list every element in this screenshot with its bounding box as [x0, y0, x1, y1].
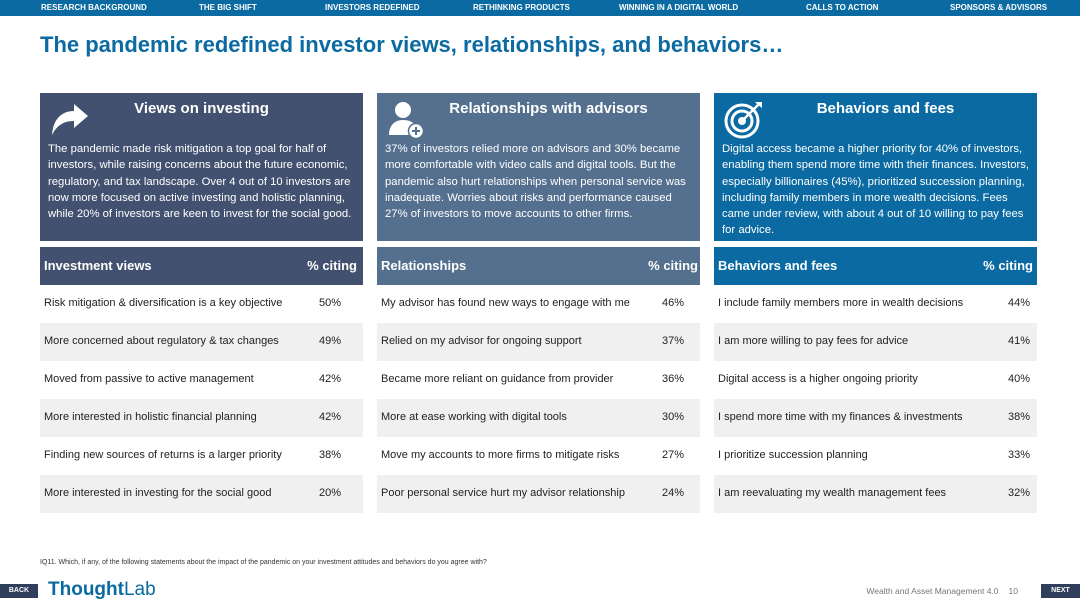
nav-research-background[interactable]: RESEARCH BACKGROUND: [41, 3, 147, 12]
card-behaviors-and-fees: Behaviors and fees Digital access became…: [714, 93, 1037, 241]
card-title: Views on investing: [134, 100, 269, 117]
card-relationships-with-advisors: Relationships with advisors 37% of inves…: [377, 93, 700, 241]
nav-winning-digital[interactable]: WINNING IN A DIGITAL WORLD: [619, 3, 739, 12]
table-row: I am more willing to pay fees for advice…: [714, 323, 1037, 361]
table-row: More concerned about regulatory & tax ch…: [40, 323, 363, 361]
table-row: Digital access is a higher ongoing prior…: [714, 361, 1037, 399]
investment-views-table: Investment views % citing Risk mitigatio…: [40, 247, 363, 513]
row-value: 30%: [662, 411, 685, 423]
table-row: Finding new sources of returns is a larg…: [40, 437, 363, 475]
row-value: 38%: [1008, 411, 1031, 423]
nav-investors-redefined[interactable]: INVESTORS REDEFINED: [325, 3, 420, 12]
table-row: More at ease working with digital tools 3…: [377, 399, 700, 437]
back-button[interactable]: BACK: [0, 584, 38, 598]
row-value: 50%: [319, 297, 342, 309]
row-label: I prioritize succession planning: [718, 449, 868, 461]
table-row: My advisor has found new ways to engage …: [377, 285, 700, 323]
card-views-on-investing: Views on investing The pandemic made ris…: [40, 93, 363, 241]
nav-rethinking-products[interactable]: RETHINKING PRODUCTS: [473, 3, 570, 12]
row-value: 38%: [319, 449, 342, 461]
footer-report-info: Wealth and Asset Management 4.0 10: [866, 586, 1018, 596]
column-header-label: Relationships: [381, 258, 467, 273]
row-label: Poor personal service hurt my advisor re…: [381, 487, 625, 499]
table-header: Behaviors and fees % citing: [714, 247, 1037, 285]
row-label: Relied on my advisor for ongoing support: [381, 335, 582, 347]
card-title: Relationships with advisors: [449, 100, 648, 117]
row-label: My advisor has found new ways to engage …: [381, 297, 630, 309]
row-value: 49%: [319, 335, 342, 347]
row-value: 36%: [662, 373, 685, 385]
row-label: Risk mitigation & diversification is a k…: [44, 297, 283, 309]
table-row: More interested in holistic financial pl…: [40, 399, 363, 437]
footnote: IQ11. Which, if any, of the following st…: [40, 559, 487, 566]
row-label: Became more reliant on guidance from pro…: [381, 373, 614, 385]
table-row: I am reevaluating my wealth management f…: [714, 475, 1037, 513]
row-label: Digital access is a higher ongoing prior…: [718, 373, 918, 385]
row-value: 42%: [319, 373, 342, 385]
table-header: Relationships % citing: [377, 247, 700, 285]
table-row: I include family members more in wealth …: [714, 285, 1037, 323]
top-nav: RESEARCH BACKGROUND THE BIG SHIFT INVEST…: [0, 0, 1080, 16]
nav-sponsors-advisors[interactable]: SPONSORS & ADVISORS: [950, 3, 1048, 12]
row-label: I include family members more in wealth …: [718, 297, 964, 309]
nav-the-big-shift[interactable]: THE BIG SHIFT: [199, 3, 257, 12]
row-label: More interested in investing for the soc…: [44, 487, 272, 499]
column-header-pct: % citing: [307, 258, 357, 273]
thoughtlab-logo: ThoughtLab: [48, 579, 156, 600]
card-body: The pandemic made risk mitigation a top …: [48, 143, 352, 221]
row-label: More at ease working with digital tools: [381, 411, 567, 423]
table-row: Became more reliant on guidance from pro…: [377, 361, 700, 399]
table-row: Poor personal service hurt my advisor re…: [377, 475, 700, 513]
behaviors-fees-table: Behaviors and fees % citing I include fa…: [714, 247, 1037, 513]
row-label: More interested in holistic financial pl…: [44, 411, 257, 423]
arrow-turn-icon: [48, 99, 88, 139]
card-body: 37% of investors relied more on advisors…: [385, 143, 686, 221]
next-button[interactable]: NEXT: [1041, 584, 1080, 598]
table-row: I prioritize succession planning 33%: [714, 437, 1037, 475]
row-value: 24%: [662, 487, 685, 499]
row-label: Move my accounts to more firms to mitiga…: [381, 449, 620, 461]
row-label: I am more willing to pay fees for advice: [718, 335, 909, 347]
page-number: 10: [1008, 586, 1018, 596]
column-header-label: Investment views: [44, 258, 152, 273]
column-header-pct: % citing: [648, 258, 698, 273]
row-label: Moved from passive to active management: [44, 373, 254, 385]
table-row: Risk mitigation & diversification is a k…: [40, 285, 363, 323]
report-name: Wealth and Asset Management 4.0: [866, 586, 999, 596]
table-header: Investment views % citing: [40, 247, 363, 285]
card-title: Behaviors and fees: [816, 100, 955, 117]
card-body: Digital access became a higher priority …: [722, 143, 1030, 237]
row-value: 44%: [1008, 297, 1031, 309]
row-label: More concerned about regulatory & tax ch…: [44, 335, 279, 347]
row-value: 33%: [1008, 449, 1031, 461]
person-add-icon: [385, 99, 425, 140]
target-icon: [722, 99, 762, 139]
row-value: 41%: [1008, 335, 1031, 347]
row-label: Finding new sources of returns is a larg…: [44, 449, 282, 461]
page-title: The pandemic redefined investor views, r…: [40, 32, 784, 57]
row-label: I spend more time with my finances & inv…: [718, 411, 963, 423]
relationships-table: Relationships % citing My advisor has fo…: [377, 247, 700, 513]
row-value: 46%: [662, 297, 685, 309]
row-value: 32%: [1008, 487, 1031, 499]
column-header-pct: % citing: [983, 258, 1033, 273]
row-value: 20%: [319, 487, 342, 499]
table-row: I spend more time with my finances & inv…: [714, 399, 1037, 437]
row-label: I am reevaluating my wealth management f…: [718, 487, 947, 499]
nav-calls-to-action[interactable]: CALLS TO ACTION: [806, 3, 879, 12]
column-header-label: Behaviors and fees: [718, 258, 838, 273]
table-row: More interested in investing for the soc…: [40, 475, 363, 513]
table-row: Relied on my advisor for ongoing support…: [377, 323, 700, 361]
table-row: Moved from passive to active management 4…: [40, 361, 363, 399]
table-row: Move my accounts to more firms to mitiga…: [377, 437, 700, 475]
row-value: 42%: [319, 411, 342, 423]
row-value: 27%: [662, 449, 685, 461]
row-value: 40%: [1008, 373, 1031, 385]
row-value: 37%: [662, 335, 685, 347]
